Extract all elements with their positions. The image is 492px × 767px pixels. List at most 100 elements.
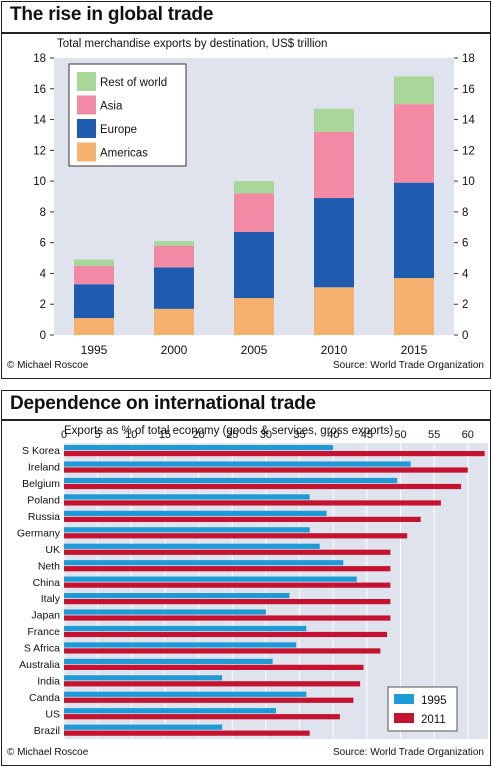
y-tick-label-right: 18 <box>462 53 475 65</box>
x-tick-label: 0 <box>61 429 67 441</box>
category-label: S Africa <box>24 643 60 655</box>
bar <box>64 445 334 451</box>
trade-dependence-panel: Dependence on international trade Export… <box>1 390 491 766</box>
y-tick-label-left: 6 <box>40 238 46 250</box>
category-label: Russia <box>28 511 60 523</box>
category-label: Poland <box>27 495 60 507</box>
bar <box>64 648 381 654</box>
x-tick-label: 15 <box>159 429 171 441</box>
bar-segment <box>154 245 194 268</box>
category-label: UK <box>45 544 60 556</box>
y-tick-label-left: 14 <box>33 115 46 127</box>
bar <box>64 675 223 681</box>
category-label: Belgium <box>22 478 60 490</box>
bar-segment <box>394 278 434 335</box>
panel-title: The rise in global trade <box>10 4 214 25</box>
bar-segment <box>394 182 434 279</box>
bar-segment <box>74 265 114 285</box>
bar <box>64 615 391 621</box>
x-tick-label: 50 <box>394 429 406 441</box>
x-tick-label: 40 <box>327 429 339 441</box>
bar-segment <box>394 104 434 183</box>
stacked-bar-chart: 0 0 2 2 4 4 6 6 8 8 10 10 12 12 14 14 16 16 18 18 1995 2000 20… <box>33 53 475 357</box>
y-tick-label-right: 0 <box>462 330 468 342</box>
bar <box>64 527 310 533</box>
bar-segment <box>154 267 194 309</box>
category-label: Neth <box>38 560 60 572</box>
y-tick-label-left: 16 <box>33 84 46 96</box>
bar-segment <box>74 284 114 319</box>
bar-segment <box>314 198 354 288</box>
legend-swatch <box>394 694 414 704</box>
bar-segment <box>154 308 194 335</box>
bar <box>64 642 297 648</box>
bar <box>64 658 273 664</box>
category-label: France <box>27 626 60 638</box>
trade-growth-panel: The rise in global trade Total merchandi… <box>1 1 491 379</box>
category-label: Ireland <box>28 462 60 474</box>
x-tick-label: 2005 <box>241 343 268 357</box>
y-tick-label-right: 10 <box>462 176 475 188</box>
y-tick-label-left: 2 <box>40 299 46 311</box>
panel-title: Dependence on international trade <box>10 393 316 414</box>
legend-swatch <box>77 95 96 115</box>
bar <box>64 494 310 500</box>
x-tick-label: 5 <box>95 429 101 441</box>
category-label: Germany <box>17 527 61 539</box>
bar-segment <box>314 108 354 132</box>
category-label: Italy <box>41 593 61 605</box>
bar <box>64 516 421 522</box>
bar-segment <box>314 287 354 335</box>
category-label: S Korea <box>22 445 60 457</box>
horizontal-bar-chart: 0 5 10 15 20 25 30 35 40 45 50 55 60 S Korea Ireland Be… <box>17 429 488 739</box>
bar <box>64 714 340 720</box>
bar <box>64 730 310 736</box>
bar <box>64 483 462 490</box>
title-divider <box>2 419 490 421</box>
y-tick-label-right: 14 <box>462 115 475 127</box>
bar-segment <box>234 181 274 194</box>
bar <box>64 566 391 572</box>
bar <box>64 691 307 697</box>
title-divider <box>2 32 490 34</box>
y-tick-label-right: 2 <box>462 299 468 311</box>
legend-label: 1995 <box>421 695 447 707</box>
bar <box>64 461 411 467</box>
bar <box>64 724 223 730</box>
legend-label: Rest of world <box>100 77 167 89</box>
x-tick-label: 60 <box>462 429 474 441</box>
y-tick-label-right: 12 <box>462 145 475 157</box>
bar <box>64 625 307 632</box>
chart-subtitle: Total merchandise exports by destination… <box>57 38 328 50</box>
bar <box>64 609 266 615</box>
bar <box>64 510 327 516</box>
bar <box>64 451 485 457</box>
y-tick-label-left: 10 <box>33 176 46 188</box>
x-tick-label: 2015 <box>401 343 428 357</box>
bar <box>64 681 361 687</box>
bar <box>64 593 290 599</box>
legend-label: 2011 <box>421 714 446 726</box>
category-label: China <box>33 577 61 589</box>
bar <box>64 664 364 670</box>
legend-swatch <box>77 119 96 138</box>
legend-swatch <box>77 142 96 162</box>
bar <box>64 533 408 539</box>
bar-segment <box>234 231 274 299</box>
x-tick-label: 30 <box>260 429 272 441</box>
credit-right: Source: World Trade Organization <box>332 360 484 371</box>
bar-segment <box>154 241 194 246</box>
legend-swatch <box>394 713 414 723</box>
x-tick-label: 20 <box>192 429 204 441</box>
category-label: Japan <box>31 610 60 622</box>
credit-right: Source: World Trade Organization <box>332 747 484 758</box>
x-tick-label: 1995 <box>81 343 108 357</box>
category-label: Australia <box>19 659 60 671</box>
chart-subtitle: Exports as % of total economy (goods & s… <box>64 425 394 437</box>
legend-label: Asia <box>100 101 123 113</box>
x-tick-label: 2010 <box>321 343 348 357</box>
bar <box>64 549 391 555</box>
bar <box>64 543 320 549</box>
bar <box>64 576 357 582</box>
bar <box>64 697 354 703</box>
